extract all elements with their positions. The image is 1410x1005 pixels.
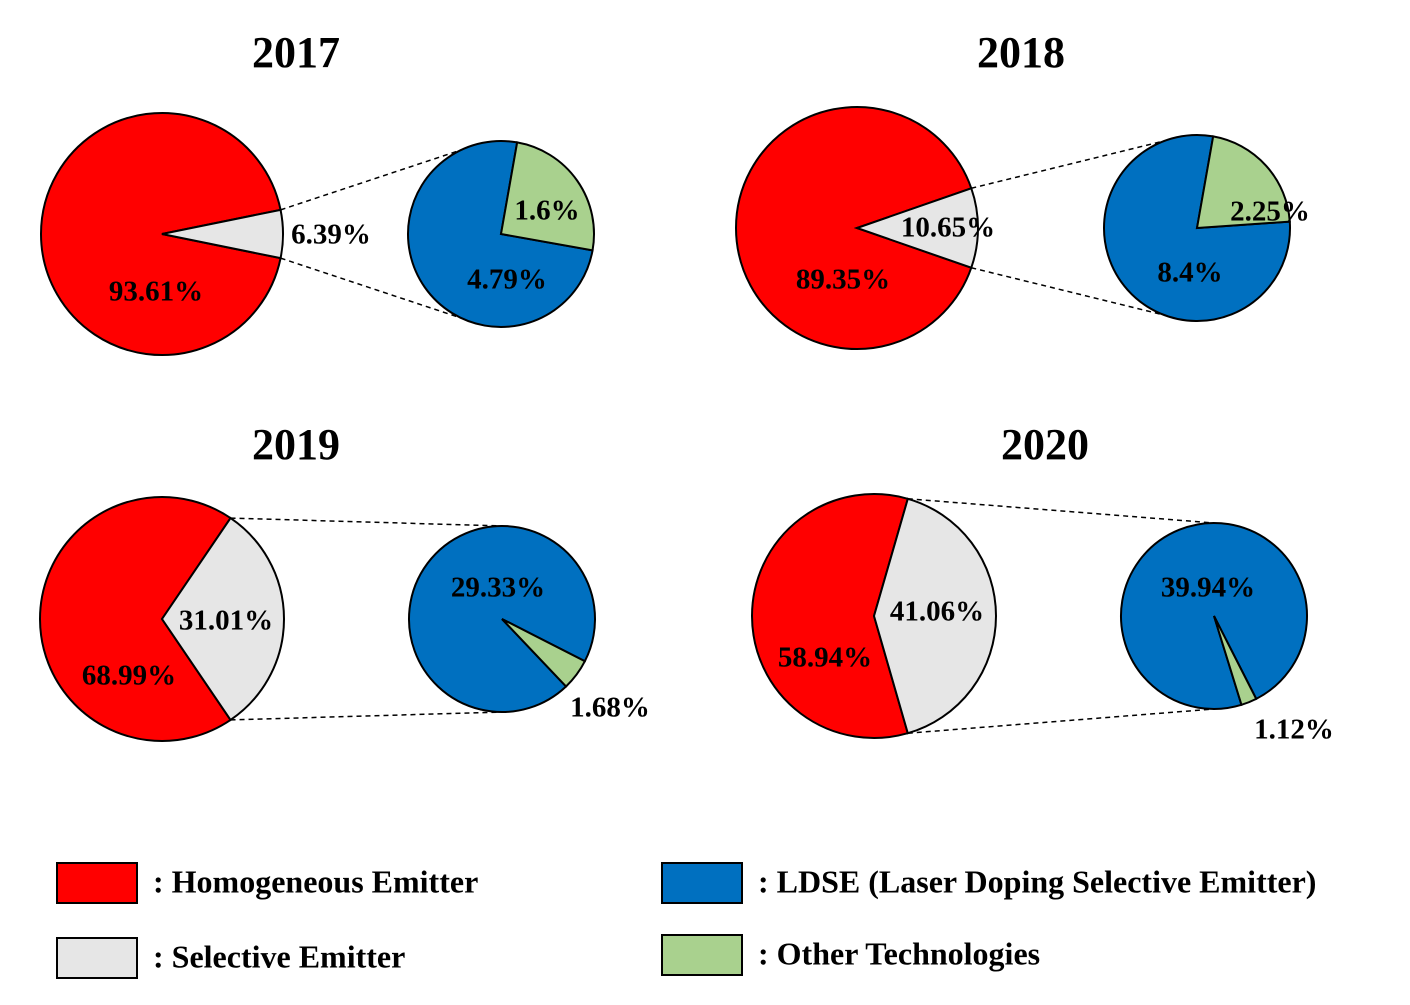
label-homogeneous: 68.99%: [82, 660, 176, 692]
pie-panel-2020: 2020: [751, 420, 1308, 739]
slice-homogeneous: [40, 112, 282, 356]
slice-homogeneous: [751, 493, 910, 739]
connector-line-top: [280, 149, 462, 211]
connector-line-bottom: [280, 257, 462, 319]
panel-title: 2020: [1001, 420, 1089, 469]
breakdown-pie: [407, 140, 595, 328]
label-homogeneous: 58.94%: [778, 642, 872, 674]
main-pie: [38, 496, 285, 742]
legend-swatch: [661, 862, 743, 904]
legend-label: : Selective Emitter: [153, 938, 405, 974]
legend: : Homogeneous Emitter : Selective Emitter…: [56, 862, 1316, 979]
label-selective: 41.06%: [890, 596, 984, 628]
connector-line-bottom: [907, 708, 1215, 734]
main-pie: [751, 493, 997, 739]
slice-other: [499, 141, 595, 252]
connector-line-bottom: [971, 267, 1169, 317]
legend-swatch: [56, 862, 138, 904]
legend-swatch: [56, 937, 138, 979]
slice-other: [1195, 135, 1291, 230]
slice-ldse: [1103, 134, 1291, 322]
panel-title: 2017: [252, 28, 340, 77]
label-selective: 6.39%: [291, 219, 371, 251]
legend-label: : Other Technologies: [758, 935, 1040, 971]
label-homogeneous: 93.61%: [109, 276, 203, 308]
label-other: 1.12%: [1254, 714, 1334, 746]
label-ldse: 8.4%: [1157, 257, 1222, 289]
pie-panel-2018: 2018: [735, 28, 1291, 350]
label-ldse: 39.94%: [1161, 572, 1255, 604]
connector-line-bottom: [230, 711, 504, 721]
panel-title: 2018: [977, 28, 1065, 77]
label-selective: 10.65%: [901, 212, 995, 244]
breakdown-pie: [1120, 522, 1308, 710]
label-other: 1.68%: [570, 692, 650, 724]
pie-panel-2019: 2019: [38, 420, 596, 742]
slice-selective: [160, 516, 285, 722]
connector-line-top: [230, 517, 504, 527]
breakdown-pie: [408, 525, 596, 713]
slice-selective: [853, 186, 979, 270]
slice-other: [501, 618, 587, 688]
label-homogeneous: 89.35%: [796, 264, 890, 296]
label-selective: 31.01%: [179, 605, 273, 637]
slice-selective: [161, 208, 284, 260]
legend-swatch: [661, 934, 743, 976]
label-other: 2.25%: [1230, 196, 1310, 228]
label-other: 1.6%: [514, 195, 579, 227]
slice-selective: [872, 497, 997, 735]
slice-homogeneous: [38, 496, 232, 742]
main-pie: [735, 106, 979, 350]
breakdown-pie: [1103, 134, 1291, 322]
pie-panel-2017: 2017: [40, 28, 595, 356]
connector-line-top: [907, 498, 1215, 524]
legend-label: : Homogeneous Emitter: [153, 863, 478, 899]
legend-label: : LDSE (Laser Doping Selective Emitter): [758, 863, 1316, 899]
connector-line-top: [971, 139, 1169, 189]
slice-homogeneous: [735, 106, 973, 350]
main-pie: [40, 112, 284, 356]
panel-title: 2019: [252, 420, 340, 469]
label-ldse: 29.33%: [451, 572, 545, 604]
label-ldse: 4.79%: [467, 264, 547, 296]
slice-other: [1213, 615, 1258, 707]
